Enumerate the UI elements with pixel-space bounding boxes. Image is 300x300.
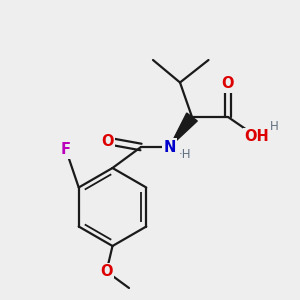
Text: O: O: [222, 76, 234, 92]
Text: O: O: [100, 264, 113, 279]
Text: OH: OH: [244, 129, 269, 144]
Text: N: N: [163, 140, 176, 154]
Text: O: O: [102, 134, 114, 148]
Text: H: H: [270, 119, 279, 133]
Text: ·H: ·H: [178, 148, 191, 161]
Polygon shape: [169, 113, 197, 147]
Text: F: F: [61, 142, 71, 158]
